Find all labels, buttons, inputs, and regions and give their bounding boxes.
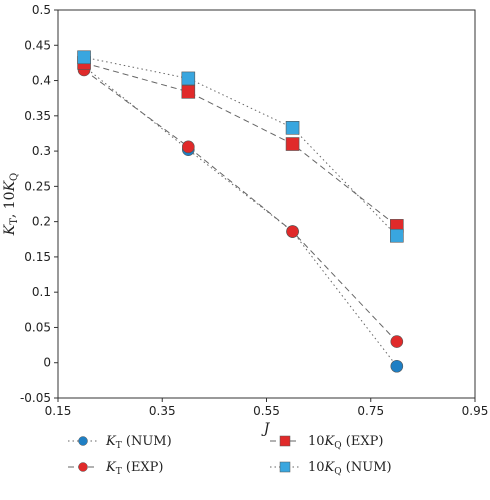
data-point bbox=[77, 50, 91, 65]
data-point bbox=[285, 137, 300, 151]
series-line bbox=[83, 62, 398, 227]
series-layer bbox=[77, 50, 404, 373]
data-point bbox=[181, 85, 196, 99]
series-3 bbox=[77, 50, 404, 243]
data-point bbox=[181, 71, 196, 86]
legend-entry: KT (EXP) bbox=[68, 460, 164, 477]
legend-label: KT (NUM) bbox=[105, 434, 172, 451]
y-tick-label: -0.05 bbox=[20, 391, 51, 405]
y-tick-label: 0.1 bbox=[32, 285, 51, 299]
y-tick-label: 0.05 bbox=[24, 320, 51, 334]
y-axis-title: KT, 10KQ bbox=[2, 173, 20, 237]
x-tick-label: 0.15 bbox=[45, 404, 72, 418]
plot-area bbox=[57, 9, 476, 399]
legend-entry: 10KQ (EXP) bbox=[270, 434, 383, 451]
data-point bbox=[285, 121, 300, 135]
data-point bbox=[286, 225, 299, 238]
data-point bbox=[390, 228, 404, 243]
series-2 bbox=[77, 56, 404, 233]
y-tick-label: 0.35 bbox=[24, 109, 51, 123]
legend-label: 10KQ (EXP) bbox=[308, 434, 383, 451]
legend-marker bbox=[78, 462, 88, 472]
legend-marker bbox=[78, 436, 88, 446]
x-tick-label: 0.55 bbox=[253, 404, 280, 418]
series-line bbox=[83, 69, 398, 342]
x-tick-label: 0.95 bbox=[462, 404, 489, 418]
legend-entry: 10KQ (NUM) bbox=[270, 460, 392, 477]
y-tick-label: 0.5 bbox=[32, 3, 51, 17]
legend-entry: KT (NUM) bbox=[68, 434, 172, 451]
y-tick-label: 0.45 bbox=[24, 38, 51, 52]
data-point bbox=[390, 359, 404, 373]
x-tick-label: 0.75 bbox=[357, 404, 384, 418]
legend-label: 10KQ (NUM) bbox=[308, 460, 392, 477]
plot-frame bbox=[57, 9, 476, 399]
y-tick-label: 0.2 bbox=[32, 215, 51, 229]
series-line bbox=[83, 66, 398, 367]
axes: 0.15 0.35 0.55 0.75 0.95 -0.05 0 0.05 0.1 0.15 0.2… bbox=[2, 3, 488, 437]
legend-label: KT (EXP) bbox=[105, 460, 164, 477]
data-point bbox=[390, 335, 404, 348]
legend-marker bbox=[279, 435, 291, 447]
x-tick-label: 0.35 bbox=[149, 404, 176, 418]
y-tick-label: 0.15 bbox=[24, 250, 51, 264]
y-tick-label: 0.4 bbox=[32, 74, 51, 88]
y-tick-label: 0.3 bbox=[32, 144, 51, 158]
x-axis-title: J bbox=[261, 421, 271, 437]
legend: KT (NUM) KT (EXP) 10KQ (EXP) 10KQ (NUM) bbox=[68, 434, 392, 477]
y-tick-label: 0.25 bbox=[24, 179, 51, 193]
data-point bbox=[182, 140, 195, 154]
legend-marker bbox=[279, 461, 291, 473]
y-tick-label: 0 bbox=[43, 356, 51, 370]
